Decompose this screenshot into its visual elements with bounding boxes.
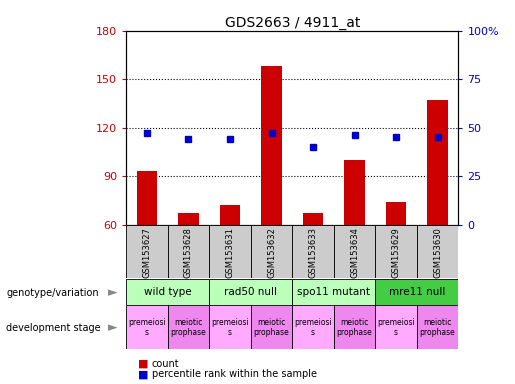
Bar — [209, 279, 293, 305]
Text: genotype/variation: genotype/variation — [6, 288, 99, 298]
Bar — [344, 160, 365, 225]
Bar — [334, 305, 375, 349]
Text: ■: ■ — [138, 369, 148, 379]
Text: premeiosi
s: premeiosi s — [211, 318, 249, 337]
Bar — [126, 225, 168, 278]
Text: GSM153630: GSM153630 — [433, 227, 442, 278]
Text: meiotic
prophase: meiotic prophase — [420, 318, 455, 337]
Bar — [261, 66, 282, 225]
Bar — [427, 100, 448, 225]
Bar — [126, 305, 168, 349]
Bar — [168, 305, 209, 349]
Bar — [417, 225, 458, 278]
Bar — [209, 305, 251, 349]
Bar — [136, 171, 157, 225]
Text: meiotic
prophase: meiotic prophase — [253, 318, 289, 337]
Bar — [251, 305, 293, 349]
Text: GSM153634: GSM153634 — [350, 227, 359, 278]
Text: meiotic
prophase: meiotic prophase — [170, 318, 207, 337]
Text: ►: ► — [108, 321, 117, 334]
Text: GSM153627: GSM153627 — [143, 227, 151, 278]
Text: ■: ■ — [138, 359, 148, 369]
Text: spo11 mutant: spo11 mutant — [297, 287, 370, 297]
Text: premeiosi
s: premeiosi s — [128, 318, 166, 337]
Text: GSM153632: GSM153632 — [267, 227, 276, 278]
Bar — [219, 205, 241, 225]
Text: development stage: development stage — [6, 323, 101, 333]
Bar — [334, 225, 375, 278]
Bar — [386, 202, 406, 225]
Bar — [293, 225, 334, 278]
Bar — [251, 225, 293, 278]
Bar — [375, 305, 417, 349]
Text: GSM153631: GSM153631 — [226, 227, 234, 278]
Text: GSM153629: GSM153629 — [391, 227, 401, 278]
Bar — [375, 279, 458, 305]
Bar — [293, 279, 375, 305]
Bar — [375, 225, 417, 278]
Text: ►: ► — [108, 286, 117, 299]
Text: mre11 null: mre11 null — [389, 287, 445, 297]
Bar — [126, 279, 209, 305]
Bar — [303, 214, 323, 225]
Text: GSM153628: GSM153628 — [184, 227, 193, 278]
Bar — [417, 305, 458, 349]
Bar — [178, 214, 199, 225]
Text: rad50 null: rad50 null — [224, 287, 277, 297]
Text: percentile rank within the sample: percentile rank within the sample — [152, 369, 317, 379]
Text: meiotic
prophase: meiotic prophase — [337, 318, 372, 337]
Bar — [209, 225, 251, 278]
Bar — [293, 305, 334, 349]
Title: GDS2663 / 4911_at: GDS2663 / 4911_at — [225, 16, 360, 30]
Text: premeiosi
s: premeiosi s — [294, 318, 332, 337]
Text: count: count — [152, 359, 180, 369]
Text: wild type: wild type — [144, 287, 192, 297]
Bar — [168, 225, 209, 278]
Text: premeiosi
s: premeiosi s — [377, 318, 415, 337]
Text: GSM153633: GSM153633 — [308, 227, 318, 278]
